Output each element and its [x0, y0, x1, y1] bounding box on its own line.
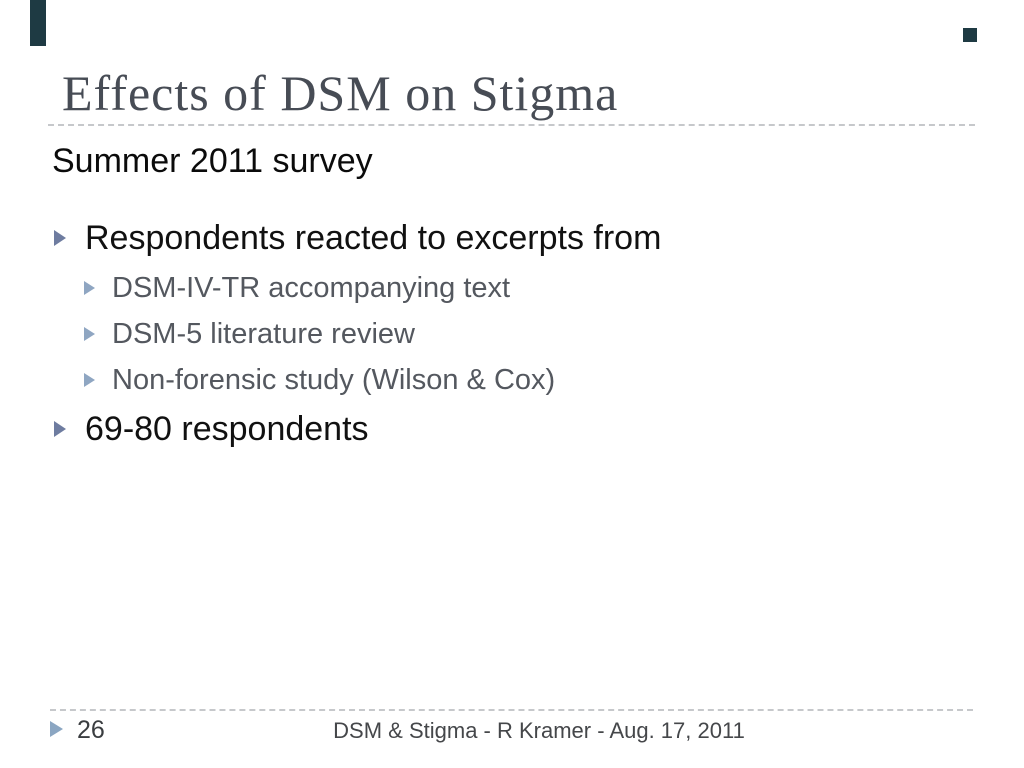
- triangle-bullet-icon: [84, 281, 95, 295]
- top-right-accent-square: [963, 28, 977, 42]
- bullet-item: 69-80 respondents: [54, 409, 369, 449]
- bullet-text: DSM-5 literature review: [112, 317, 415, 350]
- title-divider: [48, 124, 975, 126]
- bullet-item: DSM-IV-TR accompanying text: [84, 268, 510, 308]
- footer-text: DSM & Stigma - R Kramer - Aug. 17, 2011: [333, 718, 745, 743]
- bullet-item: Non-forensic study (Wilson & Cox): [84, 360, 555, 400]
- page-number: 26: [77, 716, 105, 744]
- bullet-item: DSM-5 literature review: [84, 314, 415, 354]
- triangle-bullet-icon: [84, 373, 95, 387]
- bullet-text: DSM-IV-TR accompanying text: [112, 271, 511, 304]
- bullet-item: Respondents reacted to excerpts from: [54, 218, 661, 258]
- footer-divider: [50, 709, 973, 711]
- bullet-text: Non-forensic study (Wilson & Cox): [112, 363, 556, 396]
- triangle-bullet-icon: [54, 421, 66, 437]
- footer-triangle-icon: [50, 721, 63, 737]
- triangle-bullet-icon: [84, 327, 95, 341]
- top-left-accent-bar: [30, 0, 46, 46]
- triangle-bullet-icon: [54, 230, 66, 246]
- slide-title: Effects of DSM on Stigma: [62, 65, 619, 121]
- bullet-text: 69-80 respondents: [85, 409, 369, 448]
- bullet-text: Respondents reacted to excerpts from: [85, 218, 662, 257]
- footer: DSM & Stigma - R Kramer - Aug. 17, 2011: [54, 718, 1024, 744]
- slide-subtitle: Summer 2011 survey: [52, 142, 373, 180]
